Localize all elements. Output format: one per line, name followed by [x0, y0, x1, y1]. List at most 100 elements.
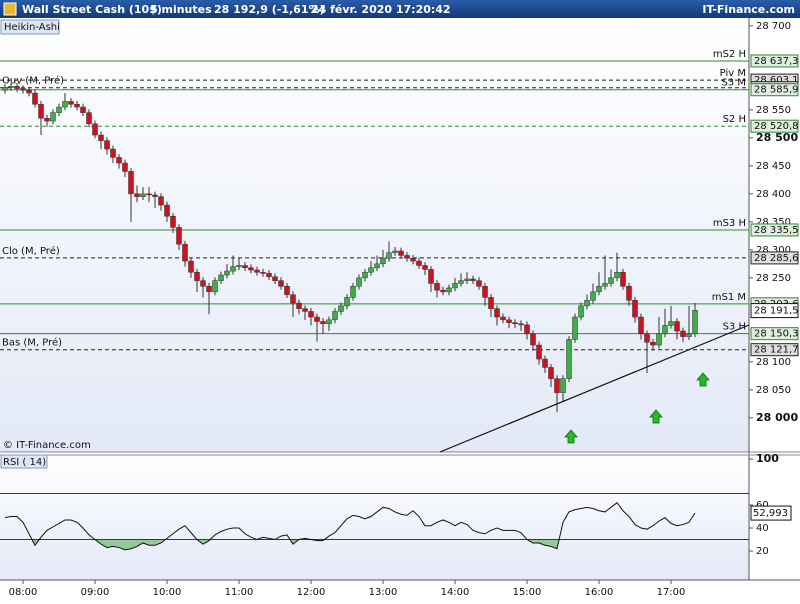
signal-arrow [696, 372, 710, 387]
candle-body [368, 267, 374, 273]
candle-body [128, 171, 134, 195]
candle-body [434, 283, 440, 291]
x-tick-label: 12:00 [297, 587, 326, 598]
level-name: Bas (M, Pré) [2, 337, 62, 349]
y-tick-label: 100 [756, 452, 779, 465]
last-price-box [750, 303, 799, 319]
y-tick-label: 28 050 [756, 385, 791, 396]
candle-body [86, 112, 92, 125]
candle-body [674, 321, 680, 332]
candle-body [632, 299, 638, 318]
level-value: 28 603,1 [754, 75, 799, 86]
y-tick-label: 28 100 [756, 357, 791, 368]
level-box-tint [751, 223, 798, 236]
candle-body [440, 289, 446, 293]
candle-body [410, 257, 416, 262]
candle-body [20, 88, 26, 91]
candle-body [110, 148, 116, 158]
candle-body [392, 250, 398, 253]
copyright: © IT-Finance.com [3, 440, 91, 451]
level-value: 28 335,5 [754, 225, 799, 236]
level-value: 28 585,9 [754, 85, 799, 96]
candle-body [74, 103, 80, 108]
candle-body [182, 243, 188, 262]
last-price: 28 191,5 [754, 306, 799, 317]
level-name: mS2 H [713, 49, 746, 60]
y-tick-label: 28 300 [756, 245, 791, 256]
candle-body [236, 265, 242, 267]
candle-body [548, 367, 554, 379]
candle-body [638, 316, 644, 335]
candle-body [122, 162, 128, 172]
candle-body [158, 196, 164, 206]
candle-body [50, 112, 56, 122]
candle-body [554, 378, 560, 393]
candle-body [266, 273, 272, 277]
candle-body [590, 291, 596, 301]
candle-body [326, 319, 332, 325]
candle-body [170, 215, 176, 228]
candle-body [332, 311, 338, 321]
y-tick-label: 28 350 [756, 217, 791, 228]
level-box-tint [751, 327, 798, 340]
candle-body [524, 324, 530, 335]
candle-body [614, 271, 620, 279]
candle-body [104, 140, 110, 150]
candle-body [566, 339, 572, 379]
x-tick-label: 08:00 [9, 587, 38, 598]
level-value: 28 285,6 [754, 253, 799, 264]
candle-body [194, 271, 200, 281]
candle-body [14, 86, 20, 89]
candle-body [296, 302, 302, 309]
candle-body [362, 271, 368, 279]
level-name: S3 M [721, 78, 746, 89]
candle-body [26, 89, 32, 94]
candle-body [656, 333, 662, 346]
y-tick-label: 28 700 [756, 21, 791, 32]
y-tick-label: 28 550 [756, 105, 791, 116]
candle-body [254, 269, 260, 273]
candle-body [374, 263, 380, 269]
level-name: S3 H [723, 322, 746, 333]
logo-icon [3, 2, 17, 16]
candle-body [692, 310, 698, 335]
candle-body [56, 106, 62, 113]
candle-body [8, 86, 14, 88]
style-badge [0, 19, 60, 35]
candle-body [536, 344, 542, 360]
chart-style: Heikin-Ashi [4, 22, 60, 33]
candle-body [416, 260, 422, 266]
candle-body [650, 341, 656, 346]
candle-body [506, 319, 512, 323]
candle-body [572, 316, 578, 340]
candle-body [188, 260, 194, 273]
candle-body [500, 316, 506, 321]
candle-body [230, 266, 236, 272]
y-tick-label: 60 [756, 500, 769, 511]
candle-body [164, 204, 170, 217]
candle-body [218, 274, 224, 281]
candle-body [2, 87, 8, 91]
level-name: Piv M [720, 68, 746, 79]
candle-body [278, 280, 284, 287]
candle-body [320, 321, 326, 325]
level-value: 28 121,7 [754, 345, 799, 356]
candle-body [602, 283, 608, 287]
candle-body [248, 267, 254, 271]
x-tick-label: 16:00 [585, 587, 614, 598]
level-box-tint [751, 251, 798, 264]
candle-body [644, 333, 650, 343]
candle-body [242, 265, 248, 269]
candle-body [482, 285, 488, 298]
signal-arrow [649, 409, 663, 424]
candle-body [464, 278, 470, 281]
candle-body [80, 106, 86, 113]
x-tick-label: 15:00 [513, 587, 542, 598]
candle-body [68, 101, 74, 105]
candle-body [62, 101, 68, 108]
level-name: mS1 M [712, 292, 746, 303]
candle-body [560, 378, 566, 393]
candle-body [584, 299, 590, 307]
